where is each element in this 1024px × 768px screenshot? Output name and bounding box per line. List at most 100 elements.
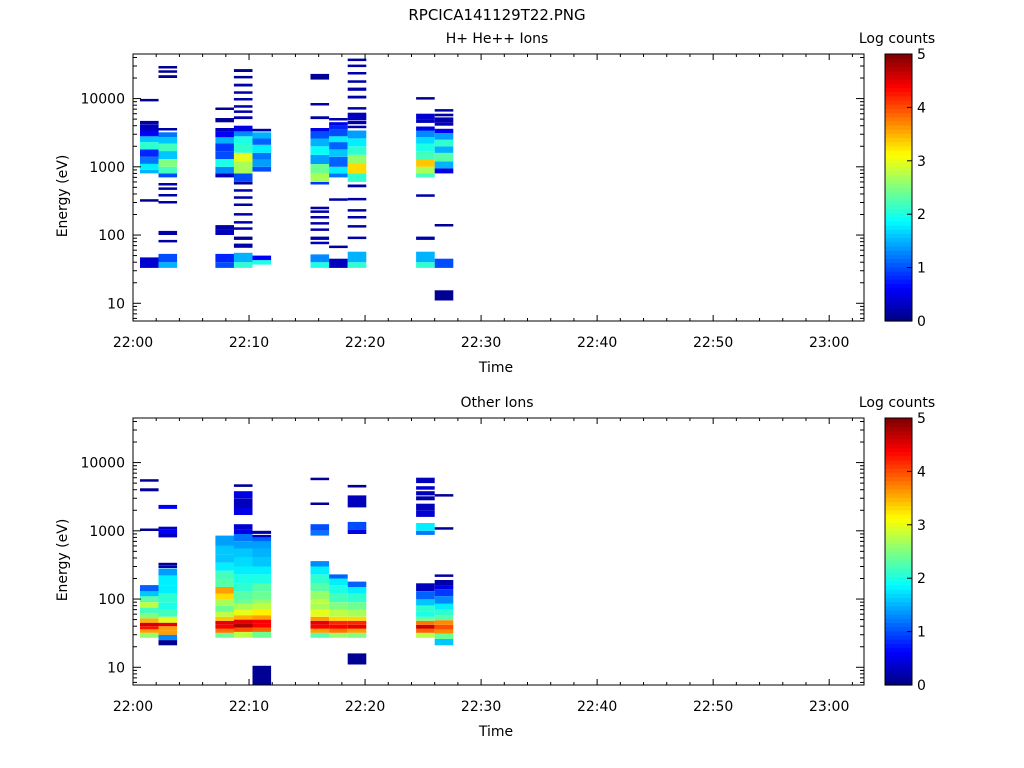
spectrogram-cell xyxy=(416,605,435,612)
colorbar-segment xyxy=(885,476,912,482)
colorbar-segment xyxy=(885,643,912,649)
spectrogram-cell xyxy=(310,624,330,629)
spectrogram-cell xyxy=(347,87,367,91)
spectrogram-cell xyxy=(416,632,435,638)
colorbar-segment xyxy=(885,639,912,644)
spectrogram-cell xyxy=(347,72,367,75)
colorbar-segment xyxy=(885,204,912,209)
spectrogram-cell xyxy=(140,607,159,614)
colorbar-segment xyxy=(885,91,912,97)
y-tick-label: 1000 xyxy=(89,160,125,176)
colorbar-segment xyxy=(885,463,912,469)
colorbar-tick-label: 1 xyxy=(917,625,926,641)
spectrogram-cell xyxy=(310,591,330,600)
colorbar-segment xyxy=(885,112,912,118)
colorbar-segment xyxy=(885,468,912,473)
spectrogram-cell xyxy=(310,241,330,245)
spectrogram-cell xyxy=(233,221,253,224)
spectrogram-cell xyxy=(329,585,348,594)
spectrogram-cell xyxy=(215,166,234,174)
spectrogram-cell xyxy=(215,118,234,123)
colorbar-segment xyxy=(885,66,912,72)
colorbar-segment xyxy=(885,237,912,243)
colorbar-segment xyxy=(885,422,912,427)
spectrogram-cell xyxy=(347,112,367,121)
colorbar-segment xyxy=(885,300,912,305)
colorbar-segment xyxy=(885,434,912,440)
colorbar-tick-label: 2 xyxy=(917,571,926,587)
spectrogram-cell xyxy=(233,69,253,72)
colorbar-segment xyxy=(885,79,912,84)
colorbar-segment xyxy=(885,655,912,661)
colorbar-segment xyxy=(885,245,912,251)
colorbar-segment xyxy=(885,170,912,176)
colorbar-segment xyxy=(885,459,912,465)
spectrogram-cell xyxy=(233,533,253,542)
spectrogram-cell xyxy=(347,602,367,610)
spectrogram-cell xyxy=(233,116,253,120)
spectrogram-cell xyxy=(416,97,435,100)
spectrogram-cell xyxy=(347,216,367,219)
colorbar-tick-label: 2 xyxy=(917,207,926,223)
spectrogram-cell xyxy=(329,578,348,586)
spectrogram-cell xyxy=(434,290,454,301)
spectrogram-cell xyxy=(347,225,367,228)
spectrogram-cell xyxy=(233,541,253,549)
spectrogram-cell xyxy=(215,143,234,151)
spectrogram-cell xyxy=(416,236,435,240)
colorbar-segment xyxy=(885,672,912,678)
spectrogram-cell xyxy=(434,146,454,153)
colorbar-segment xyxy=(885,618,912,624)
spectrogram-cell xyxy=(434,620,454,625)
spectrogram-cell xyxy=(416,599,435,606)
spectrogram-cell xyxy=(140,596,159,603)
colorbar-segment xyxy=(885,266,912,272)
colorbar-frame xyxy=(884,53,913,322)
spectrogram-cell xyxy=(310,236,330,240)
spectrogram-cell xyxy=(158,630,178,635)
spectrogram-cell xyxy=(215,587,234,594)
spectrogram-cell xyxy=(329,609,348,617)
panel-h-he-ions: H+ He++ Ions 22:00 22:10 22:20 22:30 22:40 22… xyxy=(55,31,935,376)
colorbar-segment xyxy=(885,493,912,498)
colorbar-segment xyxy=(885,676,912,682)
x-tick-label: 22:40 xyxy=(577,335,617,351)
colorbar-segment xyxy=(885,229,912,234)
spectrogram-cell xyxy=(215,107,234,110)
colorbar-segment xyxy=(885,509,912,515)
spectrogram-cell xyxy=(140,618,159,623)
colorbar: 0 1 2 3 4 5 xyxy=(884,47,926,330)
spectrogram-cell xyxy=(310,228,330,231)
spectrogram-cell xyxy=(416,523,435,531)
x-tick-label: 22:40 xyxy=(577,699,617,715)
spectrogram-cell xyxy=(215,253,234,263)
colorbar-segment xyxy=(885,83,912,88)
spectrogram-cell xyxy=(158,75,178,78)
spectrogram-cell xyxy=(252,609,272,616)
colorbar-segment xyxy=(885,455,912,461)
spectrogram-cell xyxy=(252,599,272,604)
spectrogram-cell xyxy=(233,189,253,192)
colorbar-segment xyxy=(885,564,912,569)
spectrogram-cell xyxy=(233,574,253,584)
spectrogram-cell xyxy=(140,632,159,638)
spectrogram-cell xyxy=(215,137,234,144)
spectrogram-cell xyxy=(158,194,178,197)
spectrogram-cell xyxy=(158,173,178,178)
colorbar-segment xyxy=(885,418,912,423)
spectrogram-cell xyxy=(310,477,330,481)
spectrogram-cell xyxy=(252,558,272,567)
colorbar-segment xyxy=(885,589,912,594)
x-tick-label: 22:00 xyxy=(113,699,153,715)
spectrogram-cell xyxy=(140,169,159,174)
spectrogram-cell xyxy=(252,665,272,685)
spectrogram-cell xyxy=(140,98,159,102)
spectrogram-cell xyxy=(310,116,330,120)
spectrogram-cell xyxy=(310,561,330,567)
spectrogram-cell xyxy=(252,537,272,542)
spectrogram-cell xyxy=(140,120,159,125)
colorbar-segment xyxy=(885,651,912,657)
y-axis: 10 100 1000 10000 xyxy=(80,420,864,683)
colorbar-segment xyxy=(885,316,912,322)
